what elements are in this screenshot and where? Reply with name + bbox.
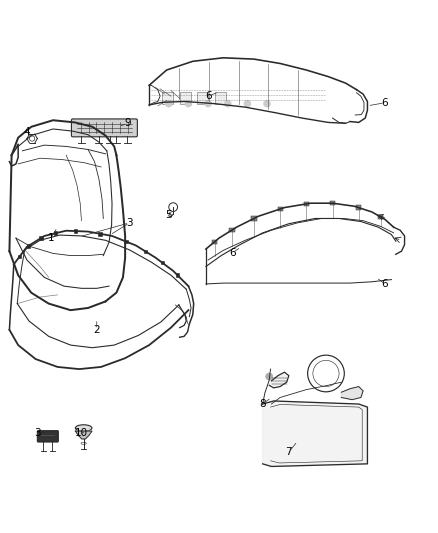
Circle shape [266,373,273,380]
Text: 9: 9 [124,118,131,128]
Bar [144,249,147,253]
Bar [330,201,335,205]
Circle shape [185,100,192,107]
Circle shape [224,100,231,107]
Bar [212,239,217,244]
Text: 4: 4 [24,127,30,137]
Text: 1: 1 [48,233,54,243]
Circle shape [165,100,172,107]
Bar [230,228,235,232]
Text: 6: 6 [229,248,235,259]
Circle shape [264,100,271,107]
Bar [98,232,102,236]
Bar [176,273,179,277]
Bar [74,229,77,233]
Text: 6: 6 [381,98,388,108]
Bar [215,92,226,103]
Polygon shape [269,372,289,388]
Bar [180,92,191,103]
Bar [124,240,128,243]
Polygon shape [341,386,363,400]
Text: 2: 2 [93,325,100,335]
Bar [18,255,21,258]
Circle shape [205,100,212,107]
Text: 3: 3 [126,218,133,228]
Bar [54,231,57,235]
Ellipse shape [75,425,92,431]
Bar [197,92,208,103]
Text: 6: 6 [205,91,212,101]
FancyBboxPatch shape [71,119,138,137]
Bar [161,261,164,264]
Text: 5: 5 [166,210,172,220]
Bar [251,216,257,221]
Text: 3: 3 [35,429,41,438]
Bar [27,244,30,248]
Bar [378,215,383,219]
Text: 7: 7 [286,447,292,457]
Text: 6: 6 [381,279,388,289]
Text: 10: 10 [75,429,88,438]
Polygon shape [75,431,92,439]
Bar [39,236,42,240]
Polygon shape [263,401,367,466]
Bar [356,206,361,210]
Text: 8: 8 [259,399,266,409]
Bar [304,201,309,206]
Circle shape [244,100,251,107]
Bar [278,207,283,211]
FancyBboxPatch shape [37,431,58,442]
Bar [162,92,173,103]
